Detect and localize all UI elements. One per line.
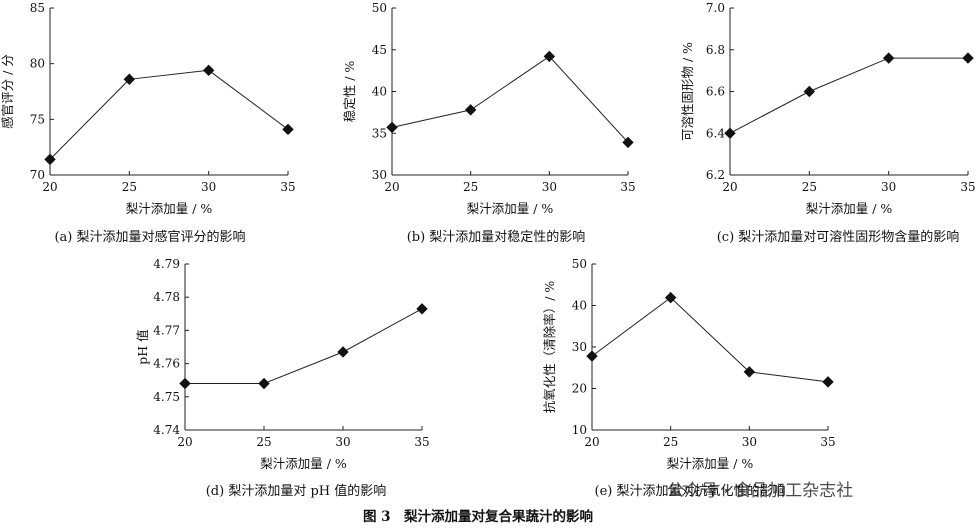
data-point-marker	[822, 376, 834, 388]
chart-panel-c: 6.2 6.4 6.6 6.8 7.0 20 25 30 35 梨汁添加量 / % 可溶性固形物 /…	[680, 1, 976, 245]
chart-panel-b: 30 35 40 45 50 20 25 30 35 梨汁添加量 / % 稳定性 / % (b) 梨汁…	[342, 1, 636, 245]
panel-caption: (d) 梨汁添加量对 pH 值的影响	[206, 483, 387, 499]
x-tick-label: 35	[414, 435, 429, 449]
y-tick-label: 6.2	[706, 168, 725, 182]
x-tick-label: 20	[584, 435, 599, 449]
x-tick-label: 20	[177, 435, 192, 449]
y-tick-label: 7.0	[706, 1, 725, 15]
data-point-marker	[386, 121, 398, 134]
y-tick-label: 4.76	[153, 357, 180, 371]
y-tick-label: 30	[372, 168, 387, 182]
data-point-marker	[464, 104, 477, 116]
panel-caption: (e) 梨汁添加量对抗氧化性的影响	[595, 483, 786, 499]
x-tick-label: 30	[742, 435, 757, 449]
y-tick-label: 20	[572, 382, 587, 396]
x-tick-label: 20	[384, 180, 399, 194]
y-tick-label: 45	[372, 43, 387, 57]
panel-caption: (c) 梨汁添加量对可溶性固形物含量的影响	[717, 229, 960, 245]
panel-caption: (b) 梨汁添加量对稳定性的影响	[407, 229, 586, 245]
series-line	[591, 296, 829, 383]
y-tick-label: 80	[30, 57, 45, 71]
y-tick-label: 4.77	[153, 323, 180, 337]
data-point-marker	[882, 52, 895, 64]
x-tick-label: 35	[280, 180, 295, 194]
x-tick-label: 30	[542, 180, 557, 194]
data-point-marker	[258, 377, 270, 390]
y-axis-title: 抗氧化性（清除率）/ %	[542, 281, 557, 414]
data-point-marker	[282, 123, 294, 136]
data-point-marker	[622, 136, 634, 149]
data-point-marker	[416, 303, 428, 315]
x-axis-title: 梨汁添加量 / %	[667, 456, 754, 471]
series-line	[185, 308, 423, 384]
x-tick-label: 35	[960, 180, 975, 194]
panel-caption: (a) 梨汁添加量对感官评分的影响	[54, 229, 245, 245]
y-tick-label: 6.6	[706, 85, 725, 99]
data-point-marker	[337, 346, 349, 358]
chart-panel-d: 4.74 4.75 4.76 4.77 4.78 4.79 20 25 30 35 梨汁添加量 / …	[135, 257, 430, 499]
data-point-marker	[179, 377, 191, 390]
chart-panel-a: 70 75 80 85 20 25 30 35 梨汁添加量 / % 感官评分 / 分 (a) 梨汁添…	[0, 1, 296, 245]
x-tick-label: 30	[335, 435, 350, 449]
data-point-marker	[664, 291, 677, 304]
x-tick-label: 25	[463, 180, 478, 194]
y-tick-label: 40	[572, 299, 587, 313]
x-tick-label: 20	[722, 180, 737, 194]
data-point-marker	[202, 64, 215, 77]
data-point-marker	[586, 350, 598, 362]
x-tick-label: 25	[122, 180, 137, 194]
y-tick-label: 4.78	[153, 290, 180, 304]
data-point-marker	[123, 73, 136, 85]
y-tick-label: 4.74	[153, 423, 180, 437]
data-point-marker	[44, 153, 56, 166]
series-line	[49, 69, 289, 160]
y-tick-label: 50	[372, 1, 387, 15]
x-tick-label: 35	[820, 435, 835, 449]
y-tick-label: 30	[572, 340, 587, 354]
y-axis-title: pH 值	[135, 329, 150, 364]
data-point-marker	[543, 50, 556, 63]
x-axis-title: 梨汁添加量 / %	[806, 201, 893, 216]
x-tick-label: 25	[802, 180, 817, 194]
x-axis-title: 梨汁添加量 / %	[126, 201, 213, 216]
y-tick-label: 50	[572, 257, 587, 271]
data-point-marker	[743, 366, 756, 378]
data-point-marker	[962, 52, 974, 64]
x-tick-label: 25	[256, 435, 271, 449]
data-point-marker	[803, 85, 816, 98]
x-tick-label: 30	[881, 180, 896, 194]
y-tick-label: 75	[30, 112, 45, 126]
y-tick-label: 4.79	[153, 257, 180, 271]
series-line	[729, 57, 968, 134]
y-axis-title: 可溶性固形物 / %	[680, 42, 695, 141]
y-tick-label: 4.75	[153, 390, 180, 404]
y-axis-title: 稳定性 / %	[342, 61, 357, 123]
figure-title: 图 3 梨汁添加量对复合果蔬汁的影响	[363, 508, 593, 525]
data-point-marker	[724, 127, 736, 139]
x-tick-label: 30	[201, 180, 216, 194]
x-tick-label: 20	[42, 180, 57, 194]
y-tick-label: 70	[30, 168, 45, 182]
y-tick-label: 35	[372, 126, 387, 140]
y-tick-label: 6.4	[706, 126, 725, 140]
y-tick-label: 6.8	[706, 43, 725, 57]
x-tick-label: 25	[663, 435, 678, 449]
watermark: 公众号 · 食品加工杂志社	[667, 481, 853, 501]
y-tick-label: 85	[30, 1, 45, 15]
x-tick-label: 35	[620, 180, 635, 194]
series-line	[391, 55, 629, 143]
y-axis-title: 感官评分 / 分	[0, 54, 15, 129]
x-axis-title: 梨汁添加量 / %	[467, 201, 554, 216]
y-tick-label: 10	[572, 423, 587, 437]
y-tick-label: 40	[372, 85, 387, 99]
x-axis-title: 梨汁添加量 / %	[260, 456, 347, 471]
